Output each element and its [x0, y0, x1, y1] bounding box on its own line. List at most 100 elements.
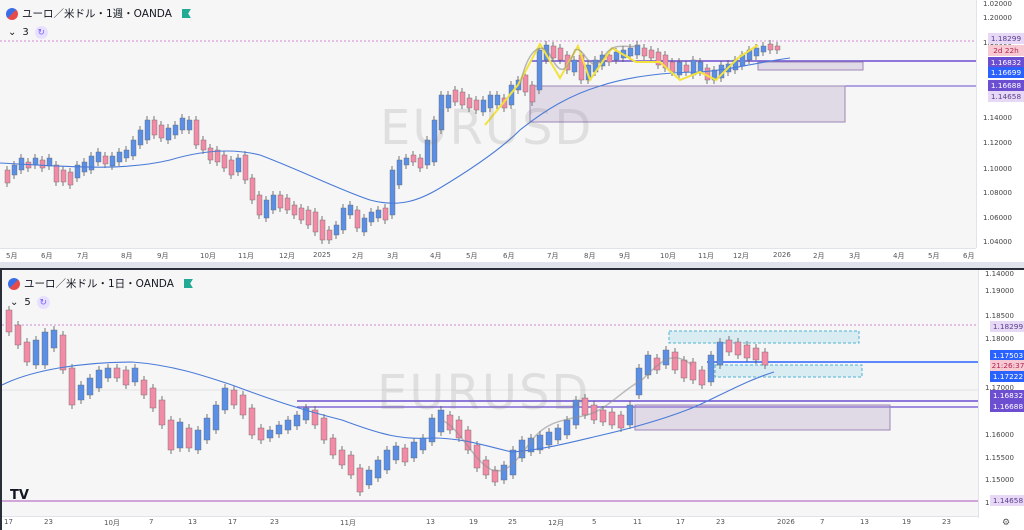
candle-up	[545, 431, 553, 446]
candle-up	[697, 61, 704, 73]
tradingview-logo[interactable]: TV	[10, 488, 29, 503]
candle-up	[172, 124, 179, 136]
candle-up	[361, 217, 368, 233]
candle-down	[774, 45, 781, 51]
candle-up	[176, 421, 184, 449]
time-tick-label: 9月	[157, 252, 169, 260]
candle-up	[203, 417, 211, 441]
time-tick-label: 7	[149, 518, 154, 526]
candle-down	[725, 339, 733, 353]
price-tag: 21:26:37	[990, 360, 1024, 371]
candle-up	[396, 159, 403, 186]
candle-up	[716, 341, 724, 366]
candle-up	[302, 407, 310, 421]
candle-down	[60, 169, 67, 183]
candle-up	[266, 429, 274, 439]
candle-up	[585, 64, 592, 81]
candle-down	[68, 367, 76, 406]
time-tick-label: 10月	[104, 519, 120, 527]
time-tick-label: 23	[716, 518, 725, 526]
candle-down	[5, 309, 13, 333]
time-tick-label: 5月	[928, 252, 940, 260]
candle-up	[131, 367, 139, 383]
candle-up	[424, 139, 431, 166]
chevron-down-icon[interactable]: ⌄	[10, 297, 19, 308]
weekly-chart-pane[interactable]: ユーロ／米ドル・1週・OANDA ⌄ 3 ↻ EURUSD 1.20000 1.1…	[0, 0, 1024, 262]
daily-plot-area[interactable]: ユーロ／米ドル・1日・OANDA ⌄ 5 ↻ EURUSD TV	[2, 270, 978, 516]
candle-down	[347, 454, 355, 476]
bookmark-flag-icon[interactable]	[181, 9, 191, 18]
candle-down	[158, 124, 165, 139]
weekly-symbol-title[interactable]: ユーロ／米ドル・1週・OANDA	[22, 8, 172, 20]
candle-down	[743, 344, 751, 359]
candle-down	[149, 387, 157, 409]
daily-indicator-toggle[interactable]: ⌄ 5 ↻	[10, 296, 50, 309]
candle-down	[298, 207, 305, 221]
candle-up	[11, 164, 18, 176]
daily-symbol-title[interactable]: ユーロ／米ドル・1日・OANDA	[24, 278, 174, 290]
price-tick-label: 1.20000	[983, 14, 1012, 22]
pane-divider[interactable]	[0, 262, 1024, 268]
time-tick-label: 7月	[547, 252, 559, 260]
time-tick-label: 19	[469, 518, 478, 526]
bookmark-flag-icon[interactable]	[183, 279, 193, 288]
candle-down	[491, 469, 499, 483]
candle-down	[200, 139, 207, 151]
candle-up	[194, 429, 202, 451]
candle-down	[207, 147, 214, 161]
candle-up	[165, 127, 172, 141]
candle-up	[365, 469, 373, 486]
candle-down	[228, 159, 235, 176]
candle-down	[683, 64, 690, 73]
chevron-down-icon[interactable]: ⌄	[8, 27, 17, 38]
price-tick-label: 1.14000	[985, 270, 1014, 278]
candle-up	[627, 47, 634, 57]
candle-up	[123, 149, 130, 159]
candle-down	[648, 49, 655, 59]
moving-average-line	[2, 361, 775, 453]
daily-chart-pane[interactable]: ユーロ／米ドル・1日・OANDA ⌄ 5 ↻ EURUSD TV 1.19000…	[0, 268, 1024, 530]
time-tick-label: 19	[902, 518, 911, 526]
candle-up	[403, 157, 410, 166]
candle-up	[487, 94, 494, 109]
supply-zone	[757, 61, 864, 71]
sync-icon[interactable]: ↻	[36, 296, 50, 309]
price-tag: 1.17503	[990, 350, 1024, 361]
candle-up	[263, 199, 270, 219]
weekly-indicator-toggle[interactable]: ⌄ 3 ↻	[8, 26, 48, 39]
time-tick-label: 2月	[352, 252, 364, 260]
candle-down	[606, 54, 613, 63]
candle-down	[305, 209, 312, 226]
candle-up	[536, 49, 543, 91]
sync-icon[interactable]: ↻	[34, 26, 48, 39]
candle-up	[212, 404, 220, 431]
candle-down	[608, 411, 616, 426]
candle-up	[571, 59, 578, 73]
candle-down	[193, 119, 200, 146]
candle-down	[655, 51, 662, 66]
time-tick-label: 2026	[773, 251, 791, 259]
price-tag: 2d 22h	[988, 45, 1024, 56]
candle-down	[158, 399, 166, 426]
time-tick-label: 2025	[313, 251, 331, 259]
price-tag: 1.16699	[988, 67, 1024, 78]
demand-zone	[634, 404, 891, 431]
price-tag: 1.17222	[990, 371, 1024, 382]
candle-down	[459, 91, 466, 106]
settings-icon[interactable]: ⚙	[1002, 518, 1011, 528]
weekly-time-axis[interactable]	[0, 248, 976, 262]
daily-legend: ユーロ／米ドル・1日・OANDA	[8, 276, 193, 291]
price-tag: 1.16688	[990, 401, 1024, 412]
daily-time-axis[interactable]	[2, 516, 978, 530]
candle-up	[50, 329, 58, 349]
candle-up	[431, 119, 438, 163]
candle-down	[641, 47, 648, 57]
path-sketch	[519, 44, 641, 86]
weekly-plot-area[interactable]: ユーロ／米ドル・1週・OANDA ⌄ 3 ↻ EURUSD	[0, 0, 976, 248]
price-tick-label: 1.06000	[983, 214, 1012, 222]
candle-down	[452, 89, 459, 103]
candle-up	[500, 464, 508, 481]
time-tick-label: 13	[188, 518, 197, 526]
daily-indicator-count: 5	[24, 297, 31, 308]
